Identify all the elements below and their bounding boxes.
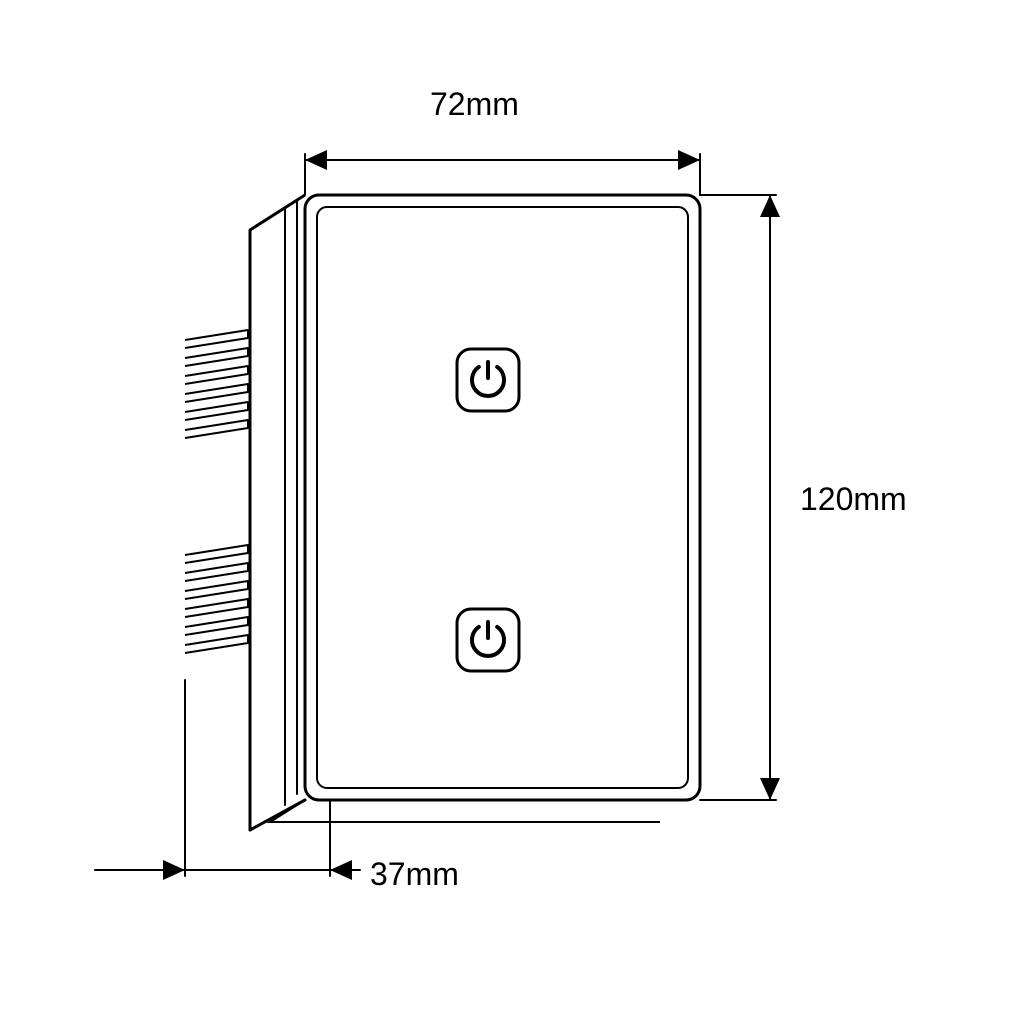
dimension-drawing: 72mm 120mm 37mm — [0, 0, 1024, 1024]
dim-width-label: 72mm — [430, 86, 519, 122]
dim-depth-label: 37mm — [370, 856, 459, 892]
power-button-1 — [457, 349, 519, 411]
dim-height-label: 120mm — [800, 481, 907, 517]
power-button-2 — [457, 609, 519, 671]
